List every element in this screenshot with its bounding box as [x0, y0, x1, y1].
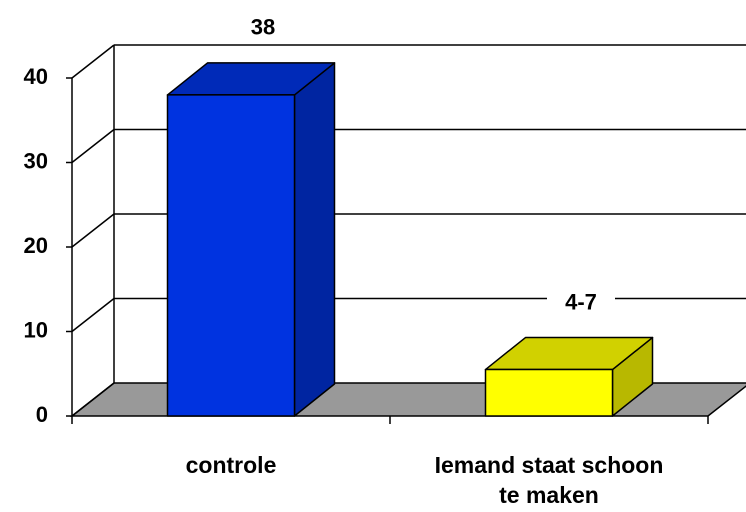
value-label-bg — [229, 14, 297, 43]
y-tick-label: 30 — [24, 148, 48, 173]
bar — [484, 368, 614, 417]
y-tick-label: 0 — [36, 402, 48, 427]
x-tick-label: Iemand staat schoon te maken — [434, 452, 664, 508]
x-tick-label: controle — [185, 452, 277, 478]
grid-slant — [71, 213, 115, 248]
grid-slant — [71, 297, 115, 333]
bar-side — [293, 62, 336, 417]
y-tick-label: 10 — [24, 317, 48, 342]
grid-slant — [71, 44, 115, 79]
value-label: 4-7 — [565, 289, 597, 314]
bar — [166, 94, 296, 417]
value-label: 38 — [251, 15, 275, 40]
grid-slant — [71, 128, 115, 164]
y-tick-label: 40 — [24, 64, 48, 89]
value-label-bg — [547, 289, 615, 318]
y-tick-label: 20 — [24, 233, 48, 258]
grid-slant — [71, 382, 115, 417]
